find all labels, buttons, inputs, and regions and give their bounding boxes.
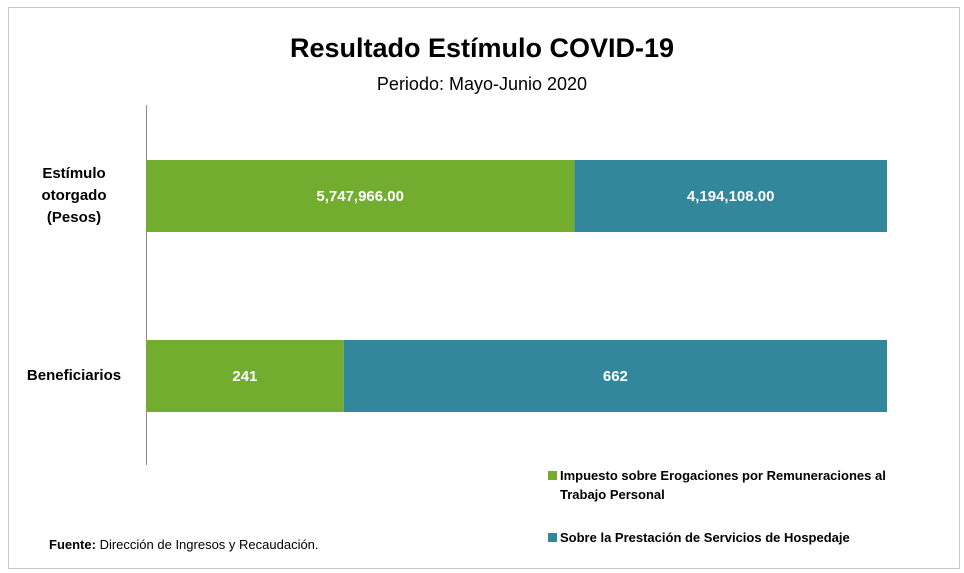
source-text: Dirección de Ingresos y Recaudación.	[99, 537, 319, 552]
bar-segment	[146, 340, 344, 412]
value-label: 662	[603, 368, 628, 385]
legend-swatch	[548, 533, 557, 542]
bar-segment	[574, 160, 887, 232]
legend-label: Impuesto sobre Erogaciones por Remunerac…	[560, 468, 886, 502]
value-label: 5,747,966.00	[316, 188, 404, 205]
bar-segment	[146, 160, 575, 232]
value-label: 241	[232, 368, 257, 385]
chart-title: Resultado Estímulo COVID-19	[289, 33, 675, 63]
category-label: Beneficiarios	[26, 367, 122, 384]
value-label: 4,194,108.00	[687, 188, 775, 205]
legend-label: Sobre la Prestación de Servicios de Hosp…	[560, 530, 850, 545]
chart-subtitle: Periodo: Mayo-Junio 2020	[376, 74, 588, 94]
category-label: Estímulo otorgado (Pesos)	[41, 165, 107, 226]
bar-segment	[343, 340, 887, 412]
legend-swatch	[548, 471, 557, 480]
frame	[8, 7, 960, 569]
source: Fuente: Dirección de Ingresos y Recaudac…	[49, 537, 319, 552]
source-label: Fuente:	[49, 537, 96, 552]
